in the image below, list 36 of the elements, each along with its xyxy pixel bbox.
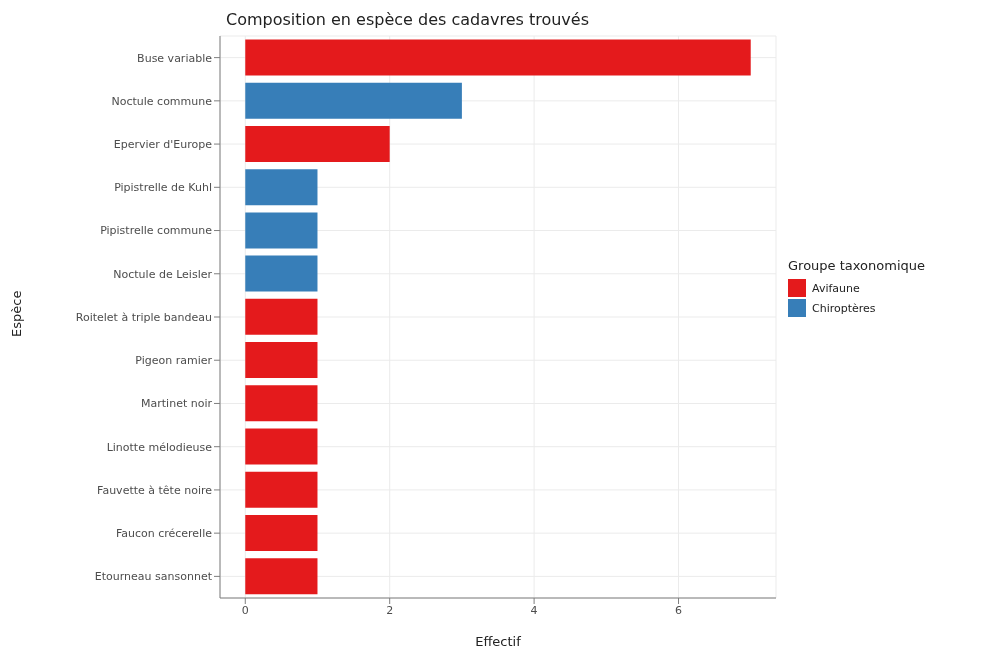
bar <box>245 428 318 465</box>
bar <box>245 558 318 595</box>
x-tick-label: 4 <box>530 603 538 617</box>
bar <box>245 39 751 76</box>
bar <box>245 169 318 206</box>
bar <box>245 255 318 292</box>
bar <box>245 515 318 551</box>
y-tick-label: Faucon crécerelle <box>115 527 213 541</box>
x-tick-label: 6 <box>675 603 683 617</box>
bar <box>245 471 318 508</box>
y-tick-label: Pipistrelle de Kuhl <box>114 181 212 195</box>
y-tick-label: Buse variable <box>137 51 213 65</box>
y-tick-label: Pigeon ramier <box>135 354 213 368</box>
x-axis-title: Effectif <box>475 634 522 649</box>
bar <box>245 125 390 162</box>
y-tick-label: Linotte mélodieuse <box>106 440 213 454</box>
legend-title: Groupe taxonomique <box>788 258 925 273</box>
bar <box>245 342 318 379</box>
x-tick-label: 0 <box>241 603 249 617</box>
y-tick-label: Noctule commune <box>111 94 213 108</box>
y-tick-label: Epervier d'Europe <box>113 137 213 151</box>
y-tick-label: Pipistrelle commune <box>100 224 213 238</box>
y-tick-label: Fauvette à tête noire <box>97 483 213 497</box>
y-tick-label: Roitelet à triple bandeau <box>75 310 212 324</box>
chart-title: Composition en espèce des cadavres trouvés <box>226 10 590 29</box>
legend-label: Chiroptères <box>812 301 876 315</box>
bar <box>245 385 318 422</box>
y-axis-title: Espèce <box>8 290 24 337</box>
y-tick-label: Etourneau sansonnet <box>94 570 213 584</box>
y-tick-label: Martinet noir <box>141 397 213 411</box>
y-tick-label: Noctule de Leisler <box>113 267 213 281</box>
x-tick-label: 2 <box>386 603 394 617</box>
bar <box>245 298 318 335</box>
bar <box>245 212 318 249</box>
bar <box>245 82 462 119</box>
legend-label: Avifaune <box>812 281 860 295</box>
